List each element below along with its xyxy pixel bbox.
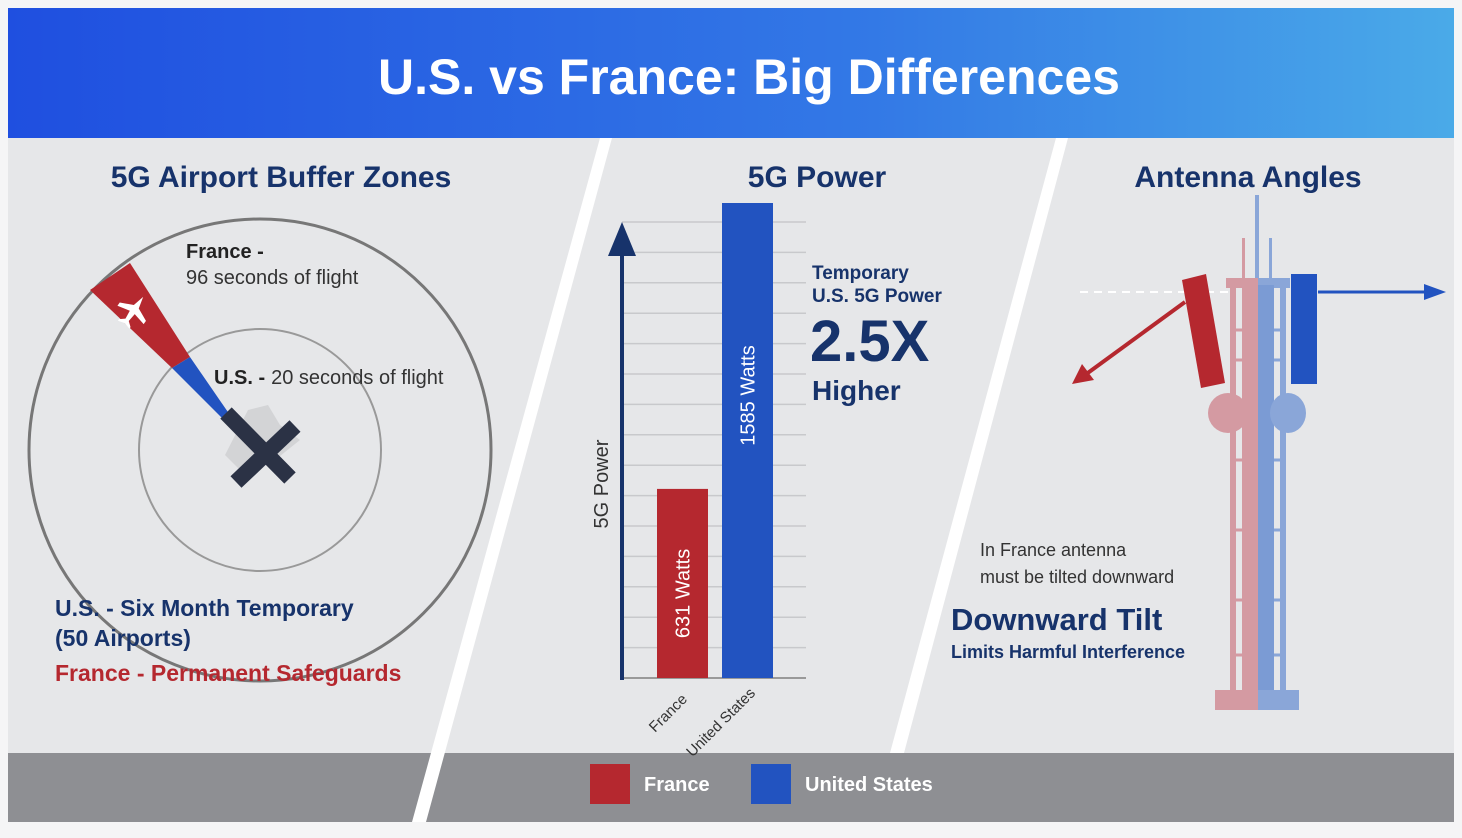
legend: France United States	[590, 764, 933, 804]
bar-france	[657, 488, 708, 678]
legend-swatch-united-states	[751, 764, 791, 804]
bar-value-label-france: 631 Watts	[673, 549, 695, 638]
us-zone-wedge	[172, 357, 232, 422]
y-axis-label: 5G Power	[591, 439, 613, 528]
runway-icon	[220, 405, 301, 488]
tilt-subtitle: Limits Harmful Interference	[951, 642, 1185, 662]
france-zone-value: 96 seconds of flight	[186, 267, 359, 289]
us-note: U.S. - Six Month Temporary	[55, 595, 354, 621]
antenna-note-2: must be tilted downward	[980, 567, 1174, 587]
callout-line-1: Temporary	[812, 263, 909, 284]
section-heading: 5G Airport Buffer Zones	[111, 161, 452, 194]
legend-label-united-states: United States	[805, 774, 933, 796]
antenna-section: Antenna Angles	[951, 161, 1446, 710]
footer-band	[8, 753, 1454, 822]
callout-line-3: Higher	[812, 375, 901, 406]
france-zone-ring	[27, 217, 493, 683]
legend-label-france: France	[644, 774, 710, 796]
bar-value-label-united-states: 1585 Watts	[738, 345, 760, 445]
buffer-zones-section: 5G Airport Buffer Zones France - 96 seco…	[27, 161, 493, 686]
us-antenna-icon	[1291, 274, 1317, 384]
section-heading: 5G Power	[748, 161, 887, 194]
header-banner	[8, 8, 1454, 138]
legend-swatch-france	[590, 764, 630, 804]
bar-united-states	[722, 203, 773, 678]
bars	[657, 203, 773, 678]
arrow-head-icon	[1424, 284, 1446, 300]
france-zone-label: France -	[186, 241, 264, 263]
us-zone-text: U.S. - 20 seconds of flight	[214, 367, 444, 389]
callout-line-2: U.S. 5G Power	[812, 286, 942, 307]
france-note: France - Permanent Safeguards	[55, 660, 401, 686]
gridlines	[622, 221, 806, 679]
arrow-head-icon	[1072, 364, 1094, 384]
tilt-title: Downward Tilt	[951, 602, 1162, 637]
cell-tower-icon	[1208, 195, 1306, 710]
us-zone-label: U.S. -	[214, 367, 265, 389]
callout-multiplier: 2.5X	[810, 309, 930, 374]
france-signal-arrow	[1083, 300, 1187, 377]
france-antenna-icon	[1182, 274, 1225, 388]
airplane-icon	[117, 296, 146, 329]
y-axis-arrow-icon	[608, 222, 636, 256]
us-zone-value: 20 seconds of flight	[271, 367, 444, 389]
divider	[412, 138, 612, 822]
antenna-note-1: In France antenna	[980, 540, 1127, 560]
divider	[890, 138, 1068, 753]
page-title: U.S. vs France: Big Differences	[378, 49, 1120, 105]
us-zone-ring	[138, 328, 382, 572]
section-heading: Antenna Angles	[1134, 161, 1361, 194]
us-note-airports: (50 Airports)	[55, 625, 191, 651]
